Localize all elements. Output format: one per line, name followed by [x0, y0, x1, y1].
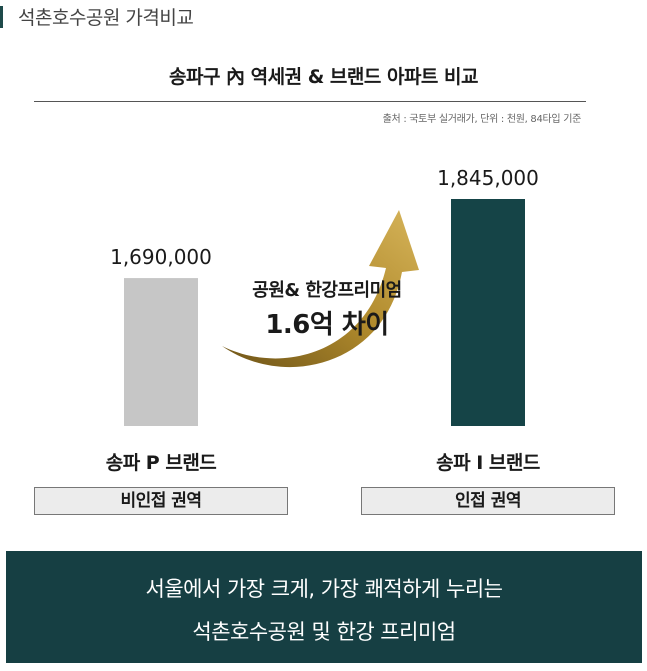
annotation-premium: 공원& 한강프리미엄	[252, 280, 402, 301]
category-label-p-brand: 송파 P 브랜드	[105, 452, 217, 474]
annotation-difference: 1.6억 차이	[265, 310, 389, 340]
source-note: 출처 : 국토부 실거래가, 단위 : 천원, 84타입 기준	[382, 114, 582, 125]
premium-arrow	[222, 210, 419, 368]
bottom-banner: 서울에서 가장 크게, 가장 쾌적하게 누리는 석촌호수공원 및 한강 프리미엄	[6, 551, 642, 663]
zone-label-non-adjacent: 비인접 권역	[34, 487, 288, 515]
zone-label-adjacent: 인접 권역	[361, 487, 615, 515]
banner-line-1: 서울에서 가장 크게, 가장 쾌적하게 누리는	[145, 577, 504, 601]
value-label-0: 1,690,000	[110, 245, 212, 269]
value-label-1: 1,845,000	[437, 166, 539, 190]
header-title: 석촌호수공원 가격비교	[18, 7, 194, 29]
bar-0	[124, 278, 198, 426]
bar-1	[451, 199, 525, 426]
header-accent-bar	[0, 6, 3, 28]
title-divider	[34, 101, 586, 102]
chart-title: 송파구 內 역세권 & 브랜드 아파트 비교	[169, 66, 478, 88]
banner-line-2: 석촌호수공원 및 한강 프리미엄	[192, 620, 456, 644]
curved-arrow-icon	[222, 210, 419, 368]
category-label-i-brand: 송파 I 브랜드	[436, 452, 540, 474]
